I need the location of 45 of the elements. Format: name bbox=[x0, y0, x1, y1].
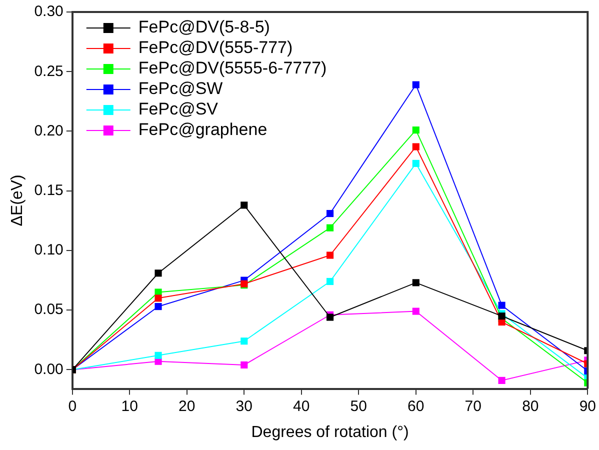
point bbox=[240, 202, 248, 209]
point bbox=[498, 376, 506, 384]
point bbox=[498, 302, 506, 309]
y-tick-label: 0.05 bbox=[34, 301, 64, 318]
legend-label: FePc@DV(5-8-5) bbox=[138, 18, 270, 37]
x-tick-label: 60 bbox=[408, 398, 424, 415]
x-tick-label: 10 bbox=[121, 398, 138, 415]
point bbox=[240, 338, 248, 345]
point bbox=[154, 270, 162, 277]
point bbox=[412, 81, 420, 88]
y-axis-title: ΔE(eV) bbox=[9, 174, 26, 226]
point bbox=[326, 210, 334, 218]
legend-label: FePc@graphene bbox=[138, 120, 268, 140]
point bbox=[154, 294, 162, 302]
point bbox=[326, 278, 334, 286]
y-tick-label: 0.30 bbox=[34, 3, 64, 20]
y-tick-label: 0.20 bbox=[34, 122, 64, 140]
point bbox=[412, 126, 420, 134]
legend-label: FePc@SW bbox=[138, 79, 223, 98]
point bbox=[412, 279, 420, 286]
point bbox=[326, 252, 334, 259]
x-tick-label: 90 bbox=[579, 398, 596, 415]
point bbox=[326, 224, 334, 232]
x-tick-label: 40 bbox=[293, 398, 310, 415]
point bbox=[412, 143, 420, 150]
point bbox=[326, 314, 334, 321]
point bbox=[412, 308, 420, 315]
point bbox=[412, 160, 420, 167]
x-axis-title: Degrees of rotation (°) bbox=[251, 424, 409, 441]
x-tick-label: 70 bbox=[464, 398, 482, 415]
y-tick-label: 0.15 bbox=[34, 182, 64, 199]
x-tick-label: 20 bbox=[178, 398, 196, 415]
y-tick-label: 0.10 bbox=[34, 242, 64, 259]
y-tick-label: 0.00 bbox=[34, 360, 64, 378]
legend-label: FePc@DV(5555-6-7777) bbox=[138, 58, 327, 78]
y-tick-label: 0.25 bbox=[34, 62, 64, 80]
legend-label: FePc@SV bbox=[138, 100, 219, 119]
point bbox=[240, 361, 248, 368]
point bbox=[154, 352, 162, 359]
x-tick-label: 30 bbox=[236, 398, 252, 415]
legend-label: FePc@DV(555-777) bbox=[138, 38, 293, 58]
x-tick-label: 50 bbox=[350, 398, 367, 415]
point bbox=[154, 302, 162, 310]
x-tick-label: 80 bbox=[522, 398, 539, 415]
x-tick-label: 0 bbox=[68, 398, 77, 415]
